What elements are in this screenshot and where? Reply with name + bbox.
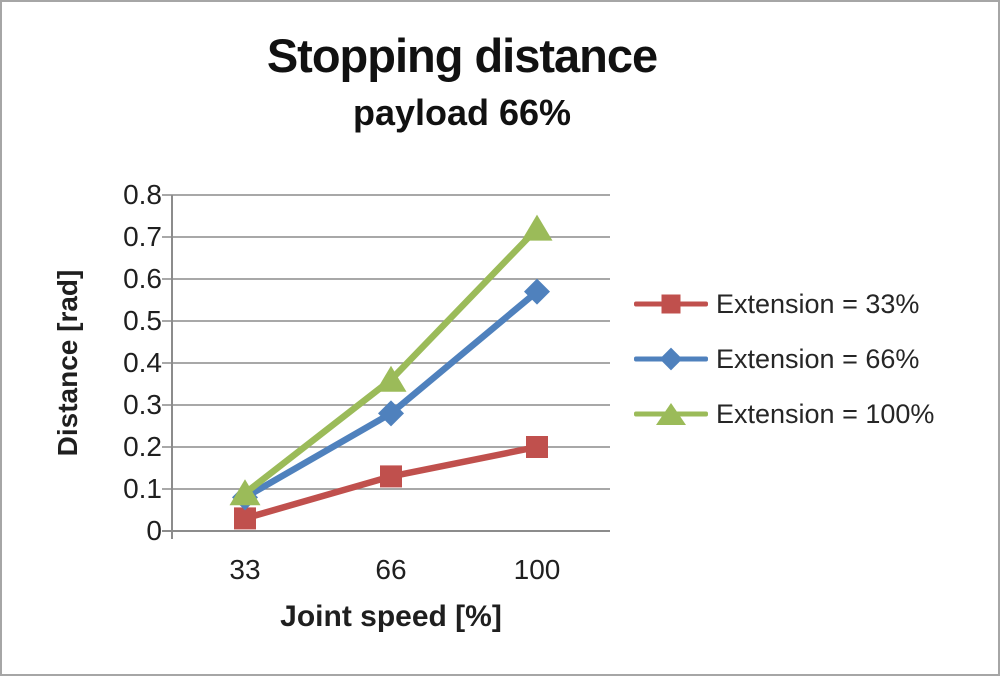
x-tick-label: 33 (229, 554, 261, 585)
x-tick-label: 66 (375, 554, 407, 585)
y-tick-label: 0.6 (123, 263, 162, 294)
chart-subtitle: payload 66% (352, 92, 572, 133)
y-tick-label: 0.7 (123, 221, 162, 252)
y-tick-label: 0.8 (123, 179, 162, 210)
plot-area (162, 194, 610, 539)
x-axis-title: Joint speed [%] (280, 600, 502, 633)
y-axis-title: Distance [rad] (52, 269, 83, 457)
y-tick-label: 0 (146, 515, 162, 546)
legend-diamond-marker-icon (634, 344, 708, 374)
legend-label: Extension = 33% (716, 288, 920, 319)
legend-square-marker-icon (634, 289, 708, 319)
chart-title: Stopping distance (266, 29, 658, 82)
legend: Extension = 33% Extension = 66% Extensio… (634, 285, 934, 433)
y-tick-label: 0.2 (123, 431, 162, 462)
y-tick-label: 0.4 (123, 347, 162, 378)
legend-item-extension-33: Extension = 33% (634, 285, 934, 323)
y-tick-label: 0.3 (123, 389, 162, 420)
legend-triangle-marker-icon (634, 399, 708, 429)
y-tick-label: 0.5 (123, 305, 162, 336)
legend-item-extension-66: Extension = 66% (634, 340, 934, 378)
legend-label: Extension = 100% (716, 398, 935, 429)
y-tick-label: 0.1 (123, 473, 162, 504)
x-tick-label: 100 (513, 554, 561, 585)
legend-item-extension-100: Extension = 100% (634, 395, 934, 433)
legend-label: Extension = 66% (716, 343, 920, 374)
